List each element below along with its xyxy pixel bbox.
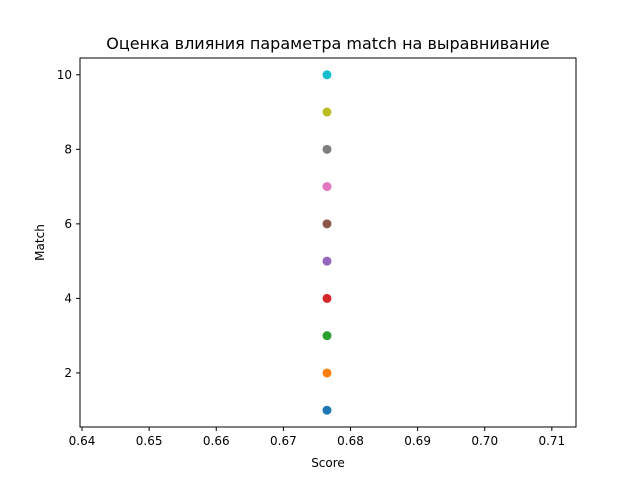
data-point-9 [322,107,332,117]
x-tick-label: 0.64 [69,434,96,448]
x-tick-label: 0.71 [538,434,565,448]
points-layer [322,70,332,415]
y-tick-label: 6 [64,217,72,231]
data-point-3 [322,331,332,341]
ticks-layer: 0.64 0.65 0.66 0.67 0.68 0.69 0.70 0.71 2 4 6 8 10 [57,68,565,448]
y-tick-label: 2 [64,366,72,380]
data-point-7 [322,182,332,192]
x-tick-label: 0.66 [203,434,230,448]
data-point-10 [322,70,332,80]
plot-area-frame [79,57,577,428]
data-point-2 [322,368,332,378]
x-tick-label: 0.68 [337,434,364,448]
data-point-6 [322,219,332,229]
x-tick-label: 0.67 [270,434,297,448]
data-point-5 [322,256,332,266]
x-tick-label: 0.70 [471,434,498,448]
y-tick-label: 4 [64,291,72,305]
y-tick-label: 8 [64,142,72,156]
x-tick-label: 0.69 [404,434,431,448]
y-axis-label: Match [33,224,47,261]
y-tick-label: 10 [57,68,72,82]
chart-title: Оценка влияния параметра match на выравн… [106,34,549,53]
data-point-4 [322,293,332,303]
x-tick-label: 0.65 [136,434,163,448]
x-axis-label: Score [311,456,345,470]
data-point-8 [322,144,332,154]
data-point-1 [322,405,332,415]
